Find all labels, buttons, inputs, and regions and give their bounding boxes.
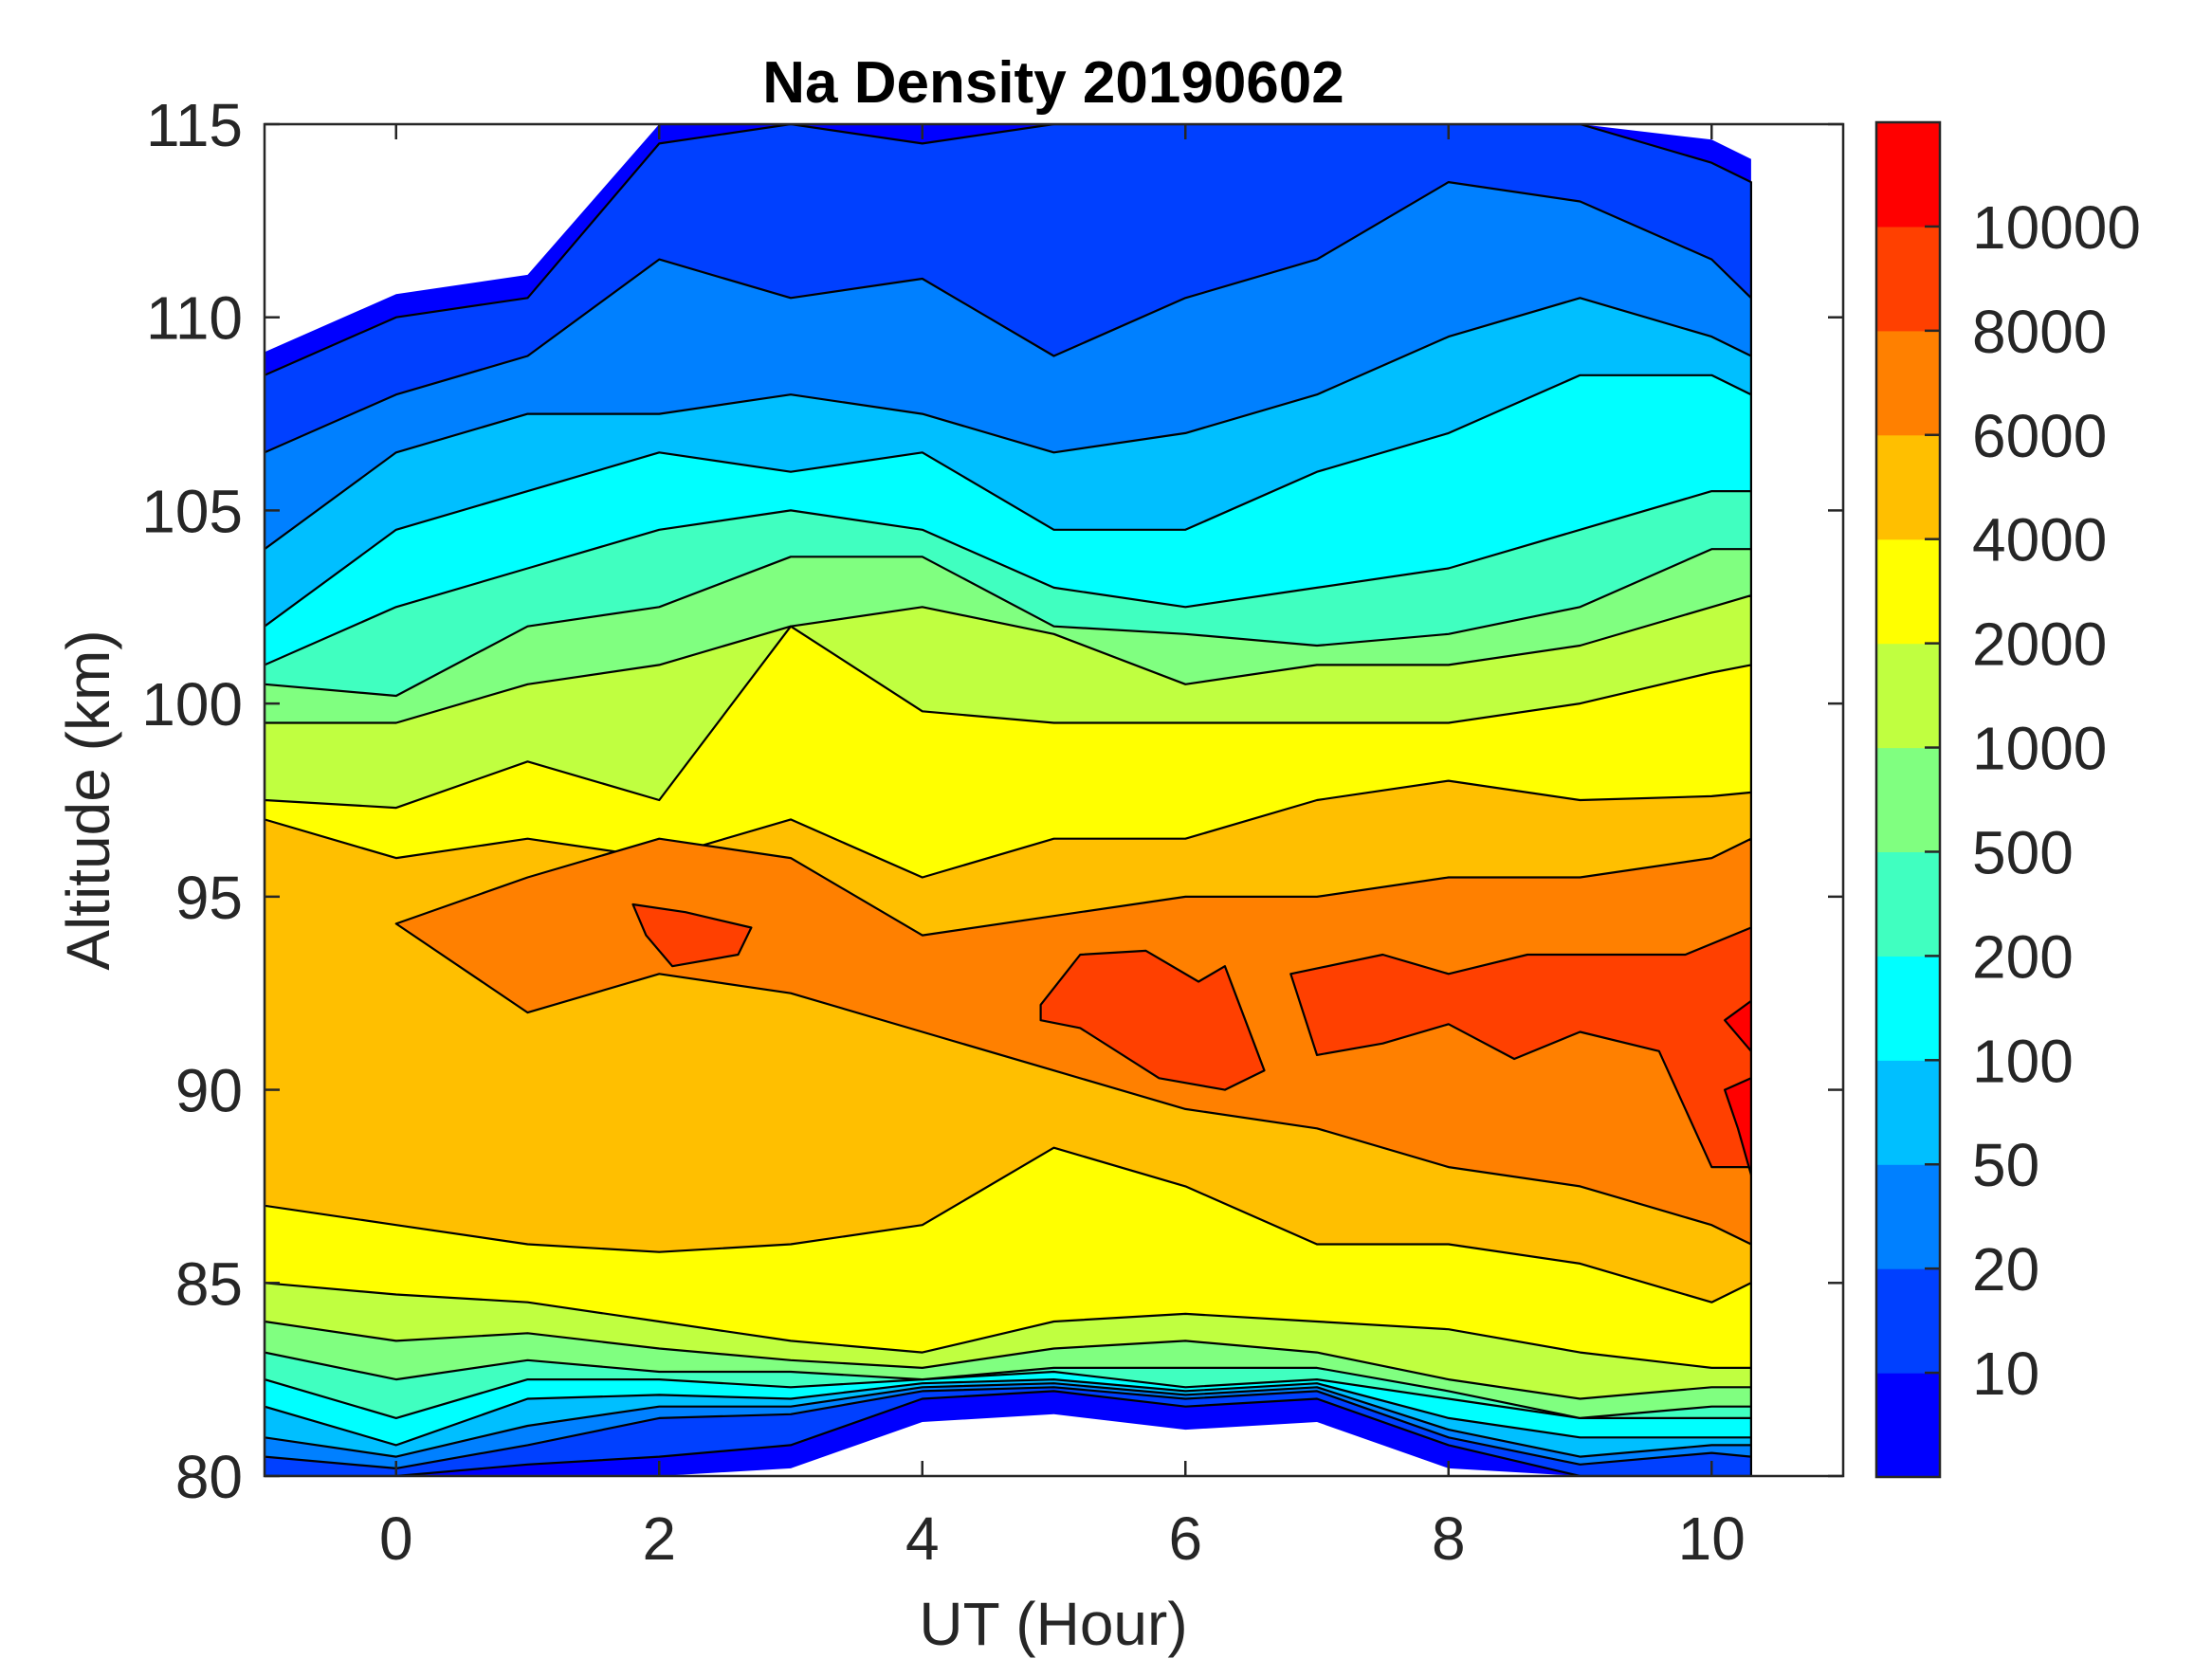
colorbar-tick-label: 500 bbox=[1972, 818, 2074, 886]
y-tick-label: 85 bbox=[175, 1249, 243, 1318]
colorbar-tick-label: 200 bbox=[1972, 922, 2074, 991]
y-tick-label: 95 bbox=[175, 864, 243, 932]
x-tick-label: 8 bbox=[1432, 1504, 1466, 1573]
x-axis: 0 2 4 6 8 10 bbox=[379, 124, 1746, 1573]
colorbar: 10 20 50 100 200 500 1000 2000 4000 6000 8000 10000 bbox=[1874, 120, 2141, 1479]
colorbar-swatch bbox=[1876, 226, 1940, 332]
colorbar-swatch bbox=[1876, 747, 1940, 852]
y-tick-label: 90 bbox=[175, 1057, 243, 1125]
contour-patch-10000 bbox=[1723, 1077, 1753, 1176]
colorbar-tick-label: 50 bbox=[1972, 1131, 2039, 1199]
colorbar-swatch bbox=[1876, 1164, 1940, 1269]
y-tick-label: 105 bbox=[141, 477, 243, 545]
contour-patch-8000 bbox=[631, 902, 753, 968]
x-axis-label: UT (Hour) bbox=[919, 1590, 1187, 1658]
colorbar-tick-label: 6000 bbox=[1972, 402, 2107, 470]
y-axis-label: Altitude (km) bbox=[54, 629, 122, 970]
y-tick-label: 110 bbox=[146, 284, 243, 353]
y-tick-label: 100 bbox=[141, 670, 243, 738]
colorbar-tick-label: 10000 bbox=[1972, 193, 2141, 262]
colorbar-swatch bbox=[1876, 1268, 1940, 1374]
colorbar-tick-label: 100 bbox=[1972, 1027, 2074, 1095]
contour-patch-10000 bbox=[1723, 999, 1753, 1052]
x-tick-label: 2 bbox=[642, 1504, 676, 1573]
x-tick-label: 0 bbox=[379, 1504, 413, 1573]
colorbar-tick-label: 8000 bbox=[1972, 298, 2107, 366]
y-axis: 80 85 90 95 100 105 110 115 bbox=[141, 91, 1843, 1511]
colorbar-swatch bbox=[1876, 1373, 1940, 1478]
colorbar-swatch bbox=[1876, 434, 1940, 540]
plot-frame bbox=[263, 122, 1845, 1478]
y-tick-label: 80 bbox=[175, 1443, 243, 1511]
x-tick-label: 10 bbox=[1678, 1504, 1746, 1573]
contour-patch-8000 bbox=[1039, 949, 1266, 1091]
colorbar-tick-label: 2000 bbox=[1972, 611, 2107, 679]
colorbar-tick-label: 4000 bbox=[1972, 506, 2107, 574]
chart-title: Na Density 20190602 bbox=[762, 50, 1344, 116]
colorbar-swatch bbox=[1876, 956, 1940, 1061]
colorbar-swatch bbox=[1876, 538, 1940, 645]
colorbar-tick-label: 1000 bbox=[1972, 715, 2107, 783]
colorbar-swatch bbox=[1876, 851, 1940, 957]
contour-bands bbox=[265, 124, 1753, 1476]
colorbar-swatch bbox=[1876, 122, 1940, 228]
colorbar-swatch bbox=[1876, 1060, 1940, 1165]
y-tick-label: 115 bbox=[146, 91, 243, 159]
colorbar-tick-label: 20 bbox=[1972, 1235, 2039, 1304]
x-tick-label: 4 bbox=[905, 1504, 940, 1573]
colorbar-frame bbox=[1874, 120, 1942, 1479]
colorbar-swatch bbox=[1876, 330, 1940, 436]
colorbar-tick-label: 10 bbox=[1972, 1340, 2039, 1408]
colorbar-swatch bbox=[1876, 643, 1940, 749]
x-tick-label: 6 bbox=[1168, 1504, 1202, 1573]
contour-patch-8000 bbox=[1289, 926, 1753, 1169]
